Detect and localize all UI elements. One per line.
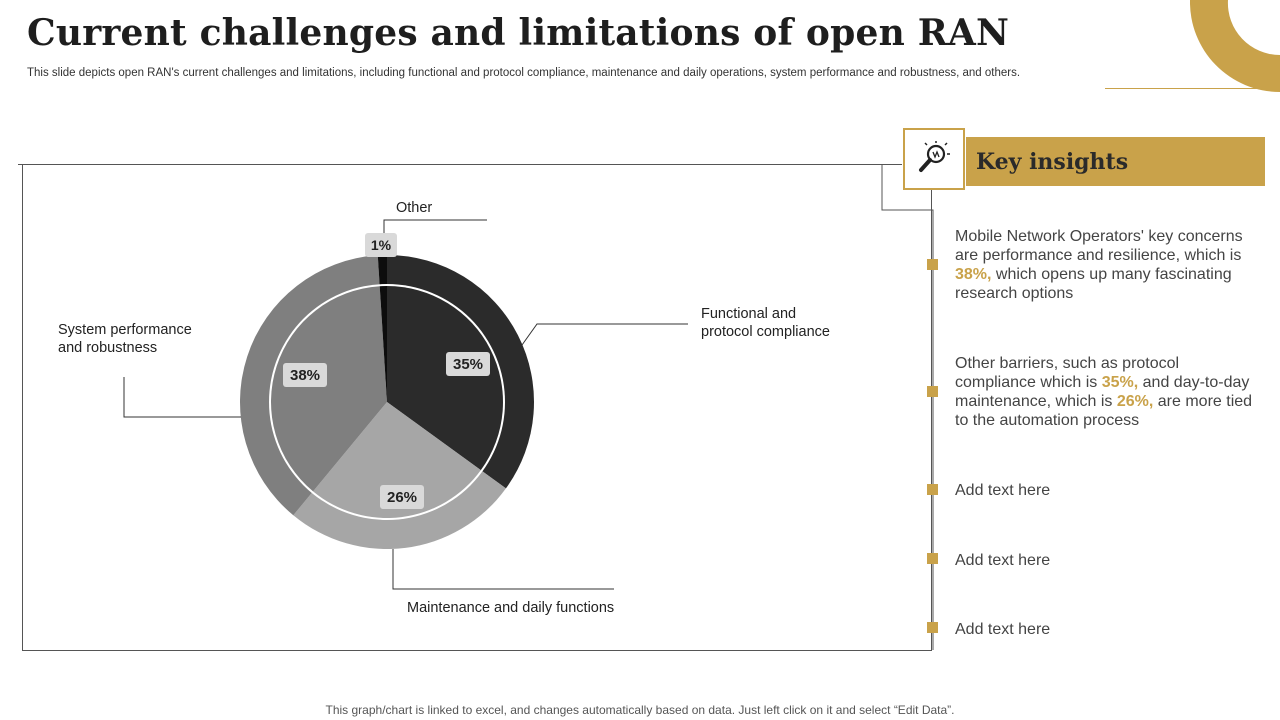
leader-line-other — [383, 219, 487, 250]
insights-icon-box — [903, 128, 965, 190]
insight-item-4[interactable]: Add text here — [955, 552, 1051, 569]
insight-bullet — [927, 386, 938, 397]
insight-item-2: Other barriers, such as protocol complia… — [955, 355, 1253, 429]
data-label-functional: 35% — [446, 352, 490, 376]
footer-note: This graph/chart is linked to excel, and… — [325, 703, 955, 717]
callout-system-line1: System performance — [58, 322, 192, 338]
svg-text:35%: 35% — [453, 356, 483, 373]
leader-line-maintenance — [392, 549, 614, 590]
insight-item-5[interactable]: Add text here — [955, 621, 1051, 638]
pie-slice-other[interactable] — [379, 286, 387, 402]
callout-functional-line1: Functional and — [701, 306, 797, 322]
pie-chart[interactable]: 35% 26% 38% 1% — [0, 0, 900, 700]
insight-bullet — [927, 553, 938, 564]
chart-frame — [22, 165, 932, 651]
insight-item-1: Mobile Network Operators' key concerns a… — [955, 228, 1243, 302]
insight-bullet — [927, 622, 938, 633]
insights-banner: Key insights — [966, 137, 1265, 186]
callout-functional-line2: protocol compliance — [701, 324, 830, 340]
title-rule — [1105, 88, 1265, 89]
insight-bullet — [927, 259, 938, 270]
leader-line-system — [123, 377, 241, 418]
callout-maintenance: Maintenance and daily functions — [407, 600, 615, 616]
insights-title: Key insights — [976, 148, 1129, 175]
data-label-maintenance: 26% — [380, 485, 424, 509]
insight-item-3[interactable]: Add text here — [955, 482, 1051, 499]
chart-frame-top-rule — [18, 164, 902, 165]
corner-decoration — [1190, 0, 1280, 92]
lightbulb-magnifier-icon — [919, 141, 950, 172]
page-subtitle: This slide depicts open RAN's current ch… — [27, 67, 1021, 79]
pie-slice-functional[interactable] — [387, 286, 503, 471]
pie-slices — [271, 286, 503, 518]
data-label-system: 38% — [283, 363, 327, 387]
data-label-other: 1% — [365, 233, 397, 257]
leader-line-functional — [521, 323, 688, 346]
pie-slice-system[interactable] — [271, 286, 387, 492]
svg-text:38%: 38% — [290, 367, 320, 384]
pie-slice-maintenance[interactable] — [313, 402, 481, 518]
callout-system-line2: and robustness — [58, 340, 158, 356]
insight-bullet — [927, 484, 938, 495]
svg-text:26%: 26% — [387, 489, 417, 506]
insights-connector-line — [881, 165, 934, 650]
svg-text:1%: 1% — [371, 237, 392, 253]
callout-other: Other — [396, 200, 433, 216]
page-title: Current challenges and limitations of op… — [27, 12, 1010, 54]
